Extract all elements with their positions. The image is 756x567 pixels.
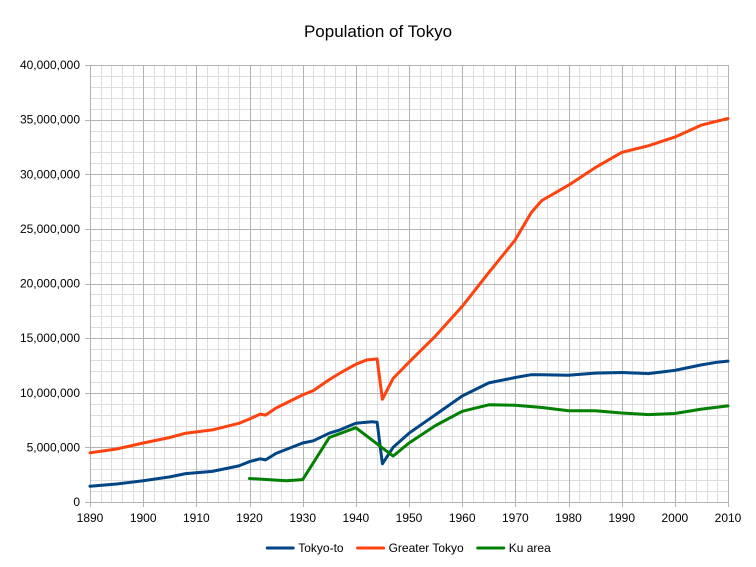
y-tick-label: 40,000,000 [20, 58, 80, 72]
series-lines [88, 117, 730, 488]
series-line-greater-tokyo [88, 117, 730, 455]
gridlines [90, 65, 729, 503]
x-tick-label: 1910 [183, 511, 210, 525]
x-tick-label: 2010 [715, 511, 742, 525]
x-tick-label: 1930 [289, 511, 316, 525]
x-tick-label: 1990 [608, 511, 635, 525]
legend-label-tokyo-to: Tokyo-to [298, 541, 344, 555]
series-line-tokyo-to [88, 359, 730, 488]
y-tick-label: 35,000,000 [20, 113, 80, 127]
y-tick-label: 30,000,000 [20, 167, 80, 181]
x-tick-label: 1940 [342, 511, 369, 525]
y-tick-label: 10,000,000 [20, 386, 80, 400]
y-tick-label: 25,000,000 [20, 222, 80, 236]
y-tick-label: 20,000,000 [20, 277, 80, 291]
x-tick-label: 1950 [396, 511, 423, 525]
series-line-ku-area [248, 403, 730, 483]
chart-title: Population of Tokyo [304, 22, 452, 41]
x-tick-label: 1960 [449, 511, 476, 525]
y-tick-label: 5,000,000 [27, 440, 81, 454]
legend-label-greater-tokyo: Greater Tokyo [389, 541, 464, 555]
y-tick-label: 0 [73, 495, 80, 509]
x-tick-label: 2000 [661, 511, 688, 525]
x-tick-label: 1920 [236, 511, 263, 525]
axes: 1890 1900 1910 1920 1930 1940 1950 1960 1970 1980… [20, 58, 742, 525]
y-tick-label: 15,000,000 [20, 331, 80, 345]
x-tick-label: 1980 [555, 511, 582, 525]
x-tick-label: 1970 [502, 511, 529, 525]
x-tick-label: 1900 [130, 511, 157, 525]
x-tick-label: 1890 [77, 511, 104, 525]
legend: Tokyo-to Greater Tokyo Ku area [265, 541, 551, 555]
legend-label-ku-area: Ku area [509, 541, 551, 555]
